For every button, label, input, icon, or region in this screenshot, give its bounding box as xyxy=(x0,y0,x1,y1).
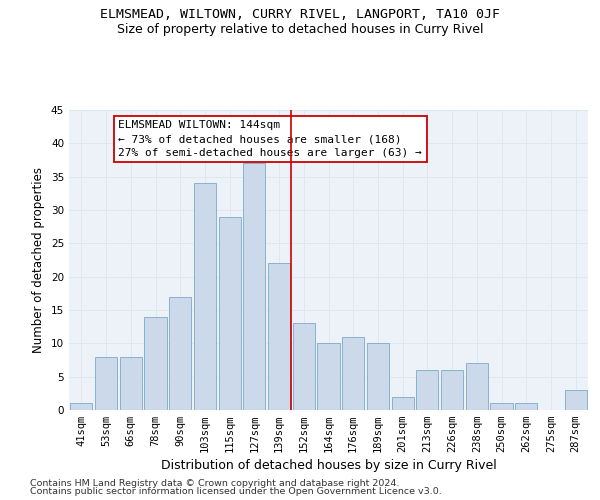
Bar xyxy=(145,316,167,410)
Bar xyxy=(416,370,439,410)
Bar xyxy=(218,216,241,410)
Bar xyxy=(95,356,117,410)
Bar xyxy=(490,404,512,410)
Bar xyxy=(466,364,488,410)
Y-axis label: Number of detached properties: Number of detached properties xyxy=(32,167,46,353)
Bar xyxy=(169,296,191,410)
Bar xyxy=(70,404,92,410)
Bar xyxy=(194,184,216,410)
Bar xyxy=(119,356,142,410)
Text: ELMSMEAD, WILTOWN, CURRY RIVEL, LANGPORT, TA10 0JF: ELMSMEAD, WILTOWN, CURRY RIVEL, LANGPORT… xyxy=(100,8,500,20)
Bar xyxy=(367,344,389,410)
Text: ELMSMEAD WILTOWN: 144sqm
← 73% of detached houses are smaller (168)
27% of semi-: ELMSMEAD WILTOWN: 144sqm ← 73% of detach… xyxy=(118,120,422,158)
Bar xyxy=(515,404,538,410)
Bar xyxy=(392,396,414,410)
Bar xyxy=(243,164,265,410)
Bar xyxy=(293,324,315,410)
X-axis label: Distribution of detached houses by size in Curry Rivel: Distribution of detached houses by size … xyxy=(161,460,496,472)
Bar xyxy=(268,264,290,410)
Text: Size of property relative to detached houses in Curry Rivel: Size of property relative to detached ho… xyxy=(117,22,483,36)
Text: Contains HM Land Registry data © Crown copyright and database right 2024.: Contains HM Land Registry data © Crown c… xyxy=(30,478,400,488)
Bar xyxy=(342,336,364,410)
Bar xyxy=(565,390,587,410)
Bar xyxy=(317,344,340,410)
Bar xyxy=(441,370,463,410)
Text: Contains public sector information licensed under the Open Government Licence v3: Contains public sector information licen… xyxy=(30,487,442,496)
